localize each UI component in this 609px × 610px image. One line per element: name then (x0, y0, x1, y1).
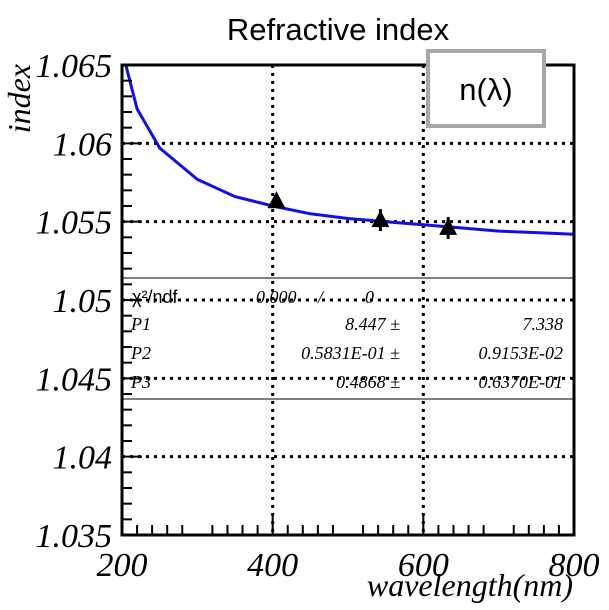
y-tick-label: 1.045 (36, 361, 113, 398)
chart-title: Refractive index (227, 12, 450, 47)
stats-p3-error: 0.6370E-01 (479, 372, 564, 392)
stats-header-ndf-value: 0 (365, 287, 374, 307)
stats-p2-name: P2 (130, 343, 151, 363)
data-point-marker (267, 191, 286, 209)
fit-curve (124, 64, 575, 236)
stats-header-slash: / (317, 287, 325, 307)
x-tick-label: 200 (97, 547, 148, 584)
y-tick-label: 1.035 (36, 518, 113, 555)
x-axis-label: wavelength(nm) (367, 567, 573, 603)
stats-p2-value: 0.5831E-01 ± (301, 343, 400, 363)
y-axis-label: index (1, 64, 37, 133)
y-tick-label: 1.06 (53, 126, 113, 163)
x-tick-labels: 200 400 600 800 (97, 547, 600, 584)
data-point-marker (371, 210, 390, 228)
x-tick-label: 800 (549, 547, 600, 584)
data-point-marker (439, 217, 458, 235)
axis-ticks (121, 64, 575, 536)
stats-p2-error: 0.9153E-02 (479, 343, 564, 363)
y-tick-label: 1.065 (36, 48, 113, 85)
y-tick-labels: 1.035 1.04 1.045 1.05 1.055 1.06 1.065 (36, 48, 113, 555)
legend-box: n(λ) (426, 49, 546, 128)
stats-header-chi2-value: 0.000 (256, 287, 297, 307)
y-tick-label: 1.04 (53, 440, 113, 477)
data-points (267, 191, 458, 239)
x-tick-label: 600 (398, 547, 449, 584)
fit-stats-box: χ²/ndf 0.000 / 0 P1 8.447 ± 7.338 P2 0.5… (122, 277, 574, 400)
stats-header-chi2: χ²/ndf (132, 287, 178, 307)
x-tick-label: 400 (247, 547, 298, 584)
y-tick-label: 1.05 (53, 283, 113, 320)
legend-label: n(λ) (459, 72, 512, 107)
gridlines (122, 65, 574, 535)
y-tick-label: 1.055 (36, 205, 113, 242)
stats-p1-name: P1 (130, 314, 151, 334)
stats-p3-name: P3 (130, 372, 151, 392)
stats-p1-error: 7.338 (523, 314, 564, 334)
stats-p1-value: 8.447 ± (345, 314, 400, 334)
stats-p3-value: 0.4868 ± (336, 372, 400, 392)
